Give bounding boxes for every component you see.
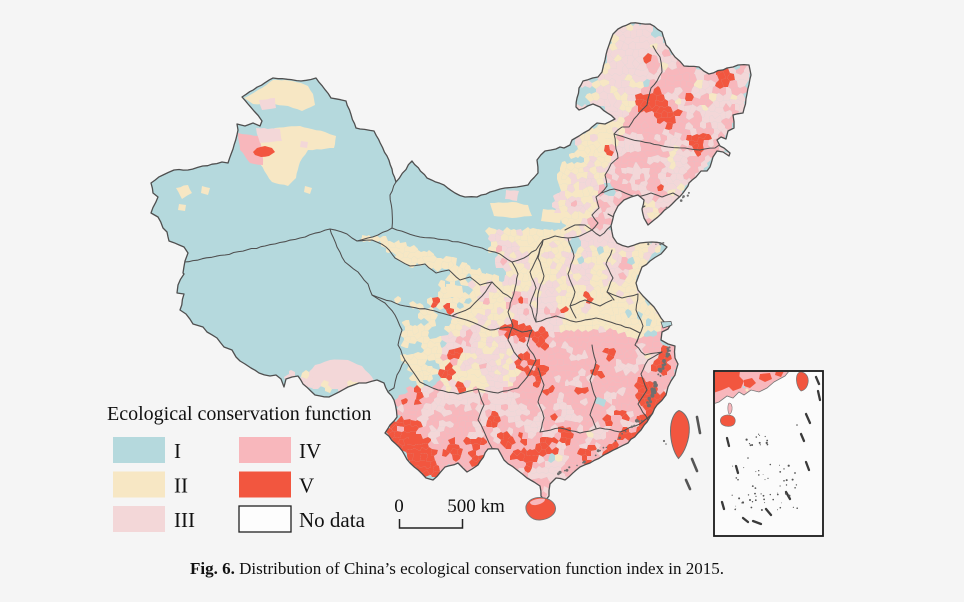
svg-text:V: V: [299, 474, 314, 498]
svg-text:Ecological conservation functi: Ecological conservation function: [107, 403, 371, 425]
svg-text:Fig. 6. Distribution of China’: Fig. 6. Distribution of China’s ecologic…: [190, 559, 724, 578]
svg-text:II: II: [174, 474, 188, 498]
svg-text:I: I: [174, 439, 181, 463]
svg-text:500 km: 500 km: [447, 496, 505, 517]
svg-text:No data: No data: [299, 508, 366, 532]
svg-text:0: 0: [394, 496, 404, 517]
svg-text:III: III: [174, 508, 195, 532]
svg-text:IV: IV: [299, 439, 321, 463]
